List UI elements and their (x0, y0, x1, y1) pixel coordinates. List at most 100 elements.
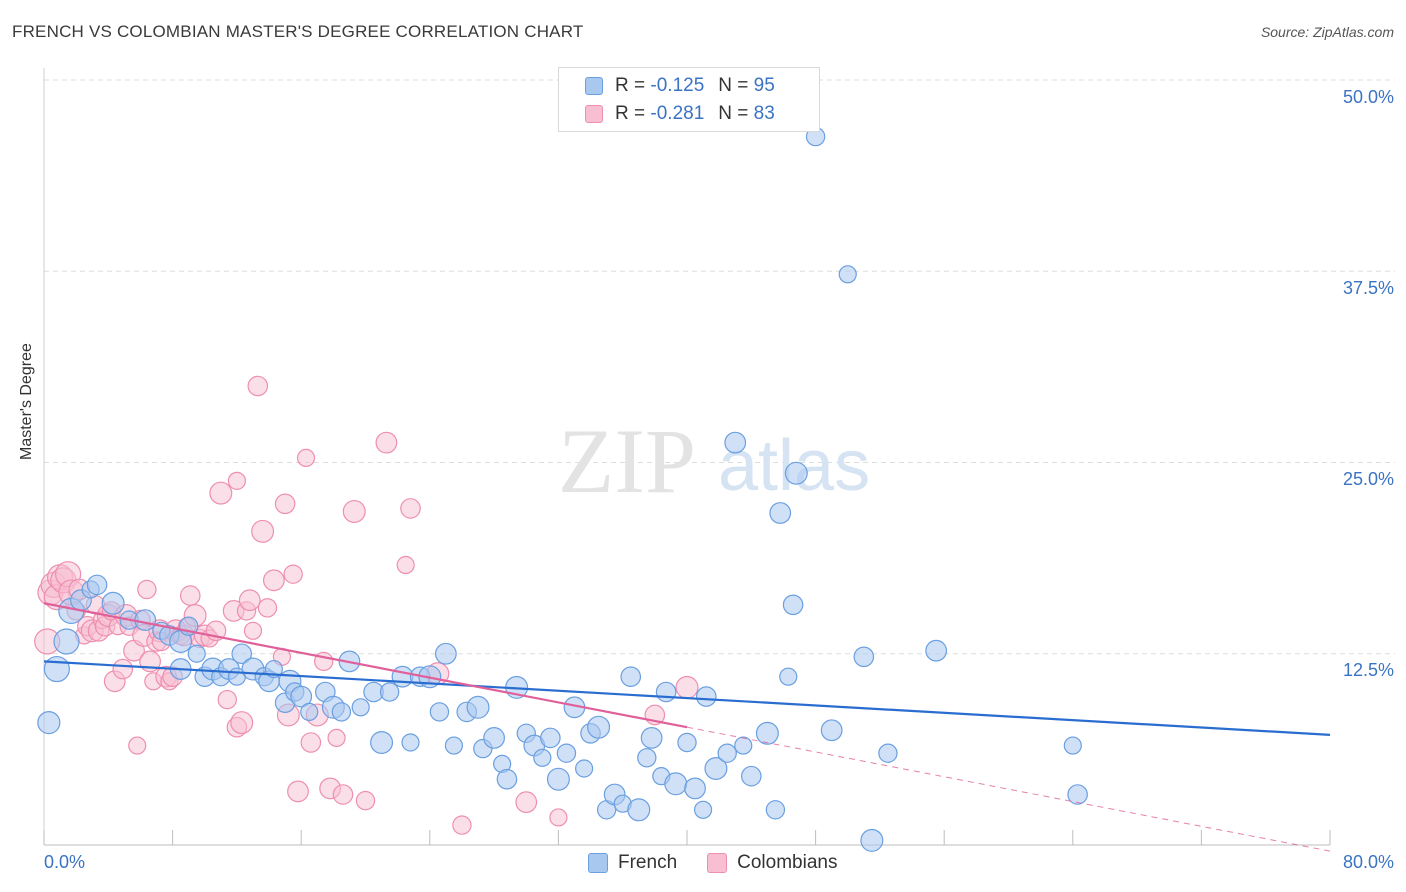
colombians-trend-line (43, 602, 688, 729)
french-point (575, 759, 594, 778)
french-point (587, 715, 611, 739)
colombians-point (274, 493, 296, 515)
french-point (695, 686, 717, 707)
watermark: ZIP atlas (558, 410, 870, 512)
french-points (37, 126, 1088, 852)
french-point (769, 502, 792, 524)
french-swatch (585, 77, 603, 95)
trend-lines (43, 602, 1331, 852)
french-point (401, 733, 420, 752)
french-point (546, 767, 570, 791)
french-point (483, 727, 506, 749)
french-point (755, 721, 779, 745)
french-point (1063, 736, 1082, 755)
french-point (37, 710, 61, 735)
colombians-point (230, 711, 254, 735)
chart-title: FRENCH VS COLOMBIAN MASTER'S DEGREE CORR… (12, 22, 584, 41)
french-point (853, 646, 875, 668)
colombians-point (137, 579, 157, 600)
french-legend-swatch (588, 853, 608, 873)
french-point (53, 628, 80, 655)
french-point (664, 772, 688, 796)
french-point (717, 743, 737, 763)
colombians-r-label: R = (615, 103, 646, 124)
french-r-label: R = (615, 75, 646, 96)
french-point (620, 666, 642, 687)
french-point (351, 698, 370, 717)
colombians-point (515, 791, 538, 814)
stats-legend: R = -0.125 N = 95 R = -0.281 N = 83 (558, 67, 820, 132)
colombians-n-value: 83 (753, 103, 775, 124)
series-legend: French Colombians (588, 852, 867, 874)
french-point (533, 748, 552, 767)
gridlines (44, 79, 1395, 655)
french-r-value: -0.125 (650, 75, 705, 96)
french-point (640, 727, 663, 749)
y-tick-37-5: 37.5% (1342, 278, 1394, 298)
french-point (838, 265, 857, 284)
colombians-point (238, 589, 261, 612)
colombians-trend-extension (686, 726, 1331, 852)
french-point (187, 644, 206, 663)
french-point (925, 639, 948, 662)
french-point (101, 591, 125, 615)
x-tick-min: 0.0% (44, 852, 86, 872)
french-point (693, 800, 713, 819)
colombians-point (217, 689, 237, 710)
french-point (684, 777, 706, 800)
french-point (779, 667, 798, 686)
french-point (1067, 784, 1088, 805)
colombians-point (247, 375, 269, 397)
colombians-point (287, 780, 309, 803)
colombians-point (227, 471, 246, 490)
french-point (655, 681, 677, 703)
colombians-point (112, 658, 134, 680)
x-tick-max: 80.0% (1342, 852, 1394, 872)
french-point (86, 574, 108, 596)
french-point (878, 743, 898, 763)
legend-item-colombians[interactable]: Colombians (707, 852, 837, 874)
colombians-point (332, 784, 354, 805)
french-n-label: N = (718, 75, 749, 96)
y-tick-50: 50.0% (1342, 87, 1394, 107)
colombians-point (296, 448, 316, 468)
colombians-point (342, 499, 366, 523)
french-point (704, 756, 728, 780)
french-point (331, 702, 352, 722)
legend-item-french[interactable]: French (588, 852, 677, 874)
french-point (765, 800, 786, 820)
french-point (429, 702, 450, 722)
colombians-point (355, 790, 376, 811)
french-point (370, 730, 394, 754)
colombians-point (243, 621, 263, 640)
y-tick-12-5: 12.5% (1342, 660, 1394, 680)
french-point (391, 665, 414, 688)
french-point (740, 765, 762, 787)
french-point (466, 695, 490, 719)
colombians-point (257, 598, 278, 618)
colombians-point (300, 732, 322, 753)
french-trend-line (43, 660, 1331, 736)
colombians-point (396, 555, 415, 575)
french-point (300, 702, 319, 721)
colombians-point (283, 564, 303, 584)
colombians-point (549, 808, 568, 827)
french-n-value: 95 (753, 75, 775, 96)
source-label: Source: ZipAtlas.com (1260, 24, 1394, 40)
french-point (231, 643, 253, 665)
colombians-point (262, 569, 285, 592)
french-point (782, 594, 804, 616)
colombians-point (209, 481, 233, 505)
french-point (379, 682, 400, 702)
legend-row-french: R = -0.125 N = 95 (585, 74, 775, 98)
colombians-point (375, 431, 398, 454)
french-point (556, 743, 577, 763)
french-point (784, 461, 808, 485)
colombians-point (327, 728, 346, 748)
french-legend-label: French (618, 852, 678, 873)
colombians-point (400, 498, 421, 519)
watermark-zip: ZIP (558, 410, 696, 512)
colombians-n-label: N = (718, 103, 749, 124)
colombians-legend-label: Colombians (737, 852, 838, 873)
